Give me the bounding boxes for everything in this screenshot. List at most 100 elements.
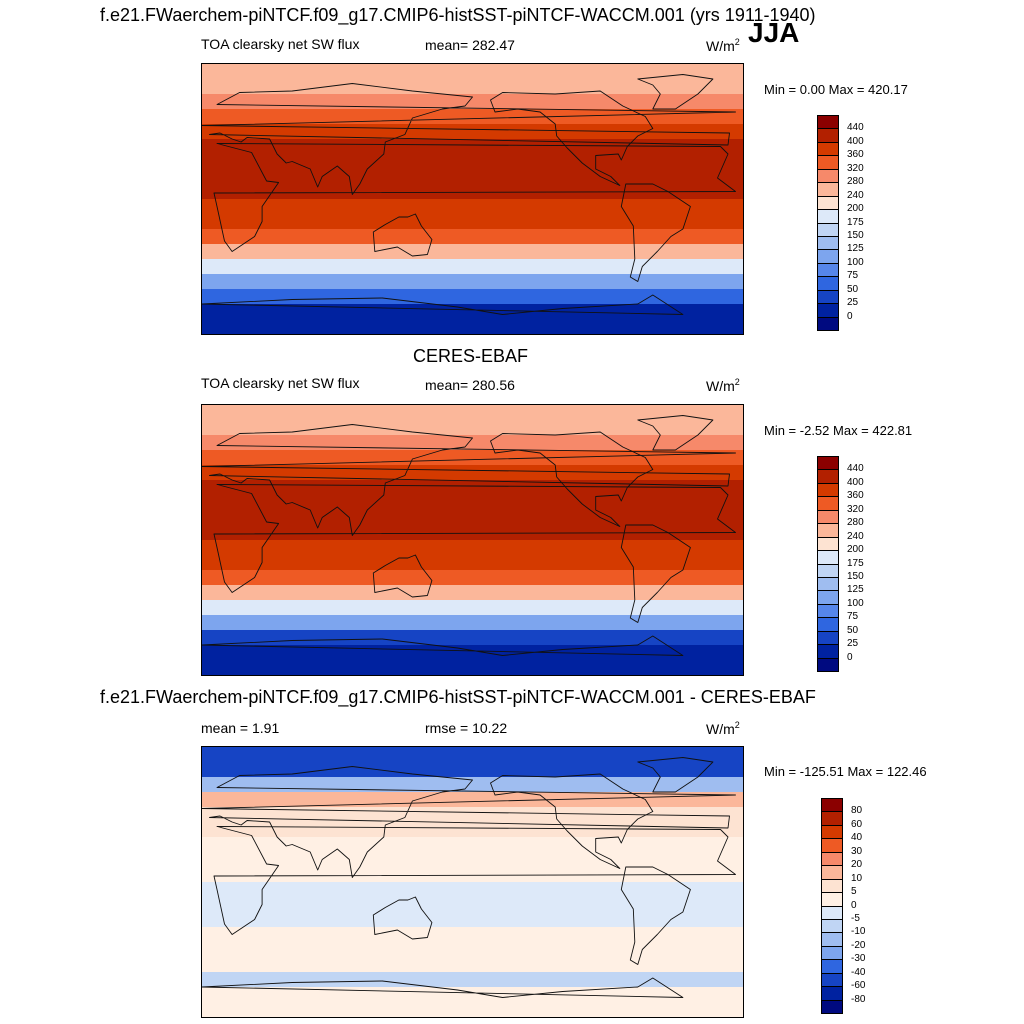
colorbar-tick-label: 280 bbox=[847, 176, 864, 188]
colorbar-swatch bbox=[821, 905, 843, 920]
colorbar-tick-label: 60 bbox=[851, 818, 863, 830]
colorbar-swatch bbox=[817, 523, 839, 538]
colorbar-swatch bbox=[817, 563, 839, 578]
zonal-band bbox=[202, 259, 743, 274]
colorbar-tick-label: 20 bbox=[851, 859, 863, 871]
colorbar-tick-label: -10 bbox=[851, 926, 866, 938]
zonal-band bbox=[202, 540, 743, 555]
colorbar-tick-label: 0 bbox=[847, 651, 853, 663]
coastline bbox=[213, 826, 736, 935]
colorbar-swatch bbox=[817, 644, 839, 659]
panel1-field-label: TOA clearsky net SW flux bbox=[201, 36, 360, 52]
colorbar-tick-label: 200 bbox=[847, 544, 864, 556]
colorbar-swatch bbox=[821, 824, 843, 840]
colorbar-tick-label: 100 bbox=[847, 597, 864, 609]
zonal-band bbox=[202, 229, 743, 244]
colorbar-tick-label: -60 bbox=[851, 980, 866, 992]
colorbar-tick-label: -5 bbox=[851, 912, 860, 924]
panel1-colorbar: 440 400 360 320 280 240 200 175 150 125 100 75 50 25 0 bbox=[817, 115, 897, 331]
colorbar-tick-label: 25 bbox=[847, 638, 859, 650]
colorbar-swatch bbox=[817, 630, 839, 646]
colorbar-tick-label: 40 bbox=[851, 832, 863, 844]
coastline bbox=[372, 554, 433, 598]
colorbar-swatch bbox=[817, 536, 839, 552]
colorbar-tick-label: 5 bbox=[851, 886, 857, 898]
coastline bbox=[372, 896, 433, 940]
colorbar-tick-label: 320 bbox=[847, 162, 864, 174]
colorbar-swatch bbox=[817, 235, 839, 251]
zonal-band bbox=[202, 912, 743, 927]
colorbar-tick-label: 240 bbox=[847, 530, 864, 542]
zonal-band bbox=[202, 94, 743, 109]
colorbar-swatch bbox=[821, 932, 843, 947]
colorbar-tick-label: 75 bbox=[847, 611, 859, 623]
panel1-map bbox=[201, 63, 744, 335]
colorbar-swatch bbox=[817, 496, 839, 511]
panel1-units-exp: 2 bbox=[734, 37, 740, 47]
colorbar-swatch bbox=[817, 128, 839, 143]
coastline bbox=[213, 484, 736, 593]
zonal-band bbox=[202, 154, 743, 169]
panel3-rmse: rmse = 10.22 bbox=[425, 720, 508, 736]
colorbar-swatch bbox=[821, 838, 843, 853]
colorbar-tick-label: 50 bbox=[847, 283, 859, 295]
zonal-band bbox=[202, 184, 743, 199]
coastline bbox=[490, 90, 654, 186]
colorbar-swatch bbox=[821, 878, 843, 894]
zonal-band bbox=[202, 987, 743, 1002]
colorbar-tick-label: 100 bbox=[847, 256, 864, 268]
colorbar-swatch bbox=[821, 798, 843, 813]
coastline bbox=[202, 766, 736, 878]
coastline bbox=[637, 74, 714, 110]
panel3-title: f.e21.FWaerchem-piNTCF.f09_g17.CMIP6-his… bbox=[100, 687, 816, 707]
zonal-band bbox=[202, 882, 743, 897]
zonal-band bbox=[202, 435, 743, 450]
zonal-band bbox=[202, 570, 743, 585]
colorbar-swatch bbox=[821, 972, 843, 988]
colorbar-tick-label: 440 bbox=[847, 463, 864, 475]
zonal-band bbox=[202, 109, 743, 124]
zonal-band bbox=[202, 495, 743, 510]
colorbar-tick-label: 440 bbox=[847, 122, 864, 134]
colorbar-swatch bbox=[821, 918, 843, 934]
colorbar-swatch bbox=[817, 182, 839, 197]
zonal-band bbox=[202, 585, 743, 600]
colorbar-tick-label: -40 bbox=[851, 966, 866, 978]
zonal-band bbox=[202, 897, 743, 912]
colorbar-tick-label: 400 bbox=[847, 476, 864, 488]
panel2-field-label: TOA clearsky net SW flux bbox=[201, 375, 360, 391]
coastline bbox=[490, 773, 654, 869]
colorbar-tick-label: 50 bbox=[847, 624, 859, 636]
zonal-band bbox=[202, 199, 743, 214]
colorbar-tick-label: 240 bbox=[847, 189, 864, 201]
page-title: f.e21.FWaerchem-piNTCF.f09_g17.CMIP6-his… bbox=[100, 5, 816, 25]
zonal-band bbox=[202, 747, 743, 762]
colorbar-swatch bbox=[821, 811, 843, 826]
colorbar-swatch bbox=[817, 209, 839, 224]
colorbar-tick-label: 360 bbox=[847, 149, 864, 161]
panel2-minmax: Min = -2.52 Max = 422.81 bbox=[764, 423, 913, 438]
zonal-band bbox=[202, 867, 743, 882]
colorbar-tick-label: 0 bbox=[847, 310, 853, 322]
coastline bbox=[620, 524, 691, 623]
colorbar-swatch bbox=[821, 959, 843, 974]
colorbar-swatch bbox=[817, 482, 839, 498]
zonal-band bbox=[202, 289, 743, 304]
panel2-units-base: W/m bbox=[706, 378, 735, 394]
colorbar-swatch bbox=[817, 222, 839, 237]
zonal-band bbox=[202, 1002, 743, 1017]
colorbar-tick-label: -80 bbox=[851, 993, 866, 1005]
colorbar-swatch bbox=[817, 590, 839, 605]
coastline bbox=[620, 866, 691, 965]
panel2-map bbox=[201, 404, 744, 676]
colorbar-tick-label: 360 bbox=[847, 490, 864, 502]
zonal-band bbox=[202, 837, 743, 852]
colorbar-swatch bbox=[821, 892, 843, 907]
zonal-band bbox=[202, 525, 743, 540]
coastline bbox=[620, 183, 691, 282]
panel1-units: W/m2 bbox=[706, 37, 740, 54]
colorbar-swatch bbox=[821, 851, 843, 867]
zonal-band bbox=[202, 555, 743, 570]
zonal-band bbox=[202, 630, 743, 645]
zonal-band bbox=[202, 244, 743, 259]
